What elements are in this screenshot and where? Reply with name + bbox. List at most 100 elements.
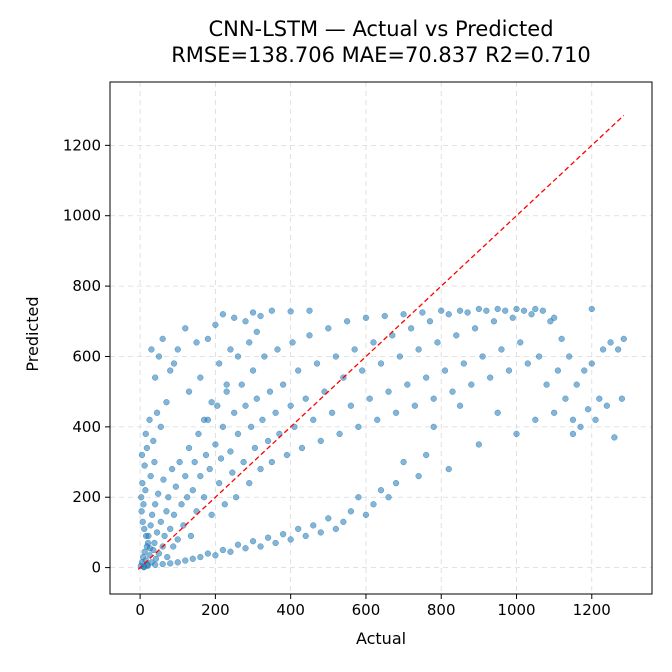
data-point bbox=[249, 538, 257, 545]
data-point bbox=[607, 339, 614, 346]
data-point bbox=[310, 522, 317, 529]
data-point bbox=[195, 430, 202, 438]
data-point bbox=[620, 335, 627, 343]
data-point bbox=[325, 515, 332, 522]
data-point bbox=[160, 476, 167, 483]
data-point bbox=[140, 564, 148, 571]
data-point bbox=[170, 511, 178, 518]
data-point bbox=[618, 395, 626, 402]
data-point bbox=[362, 314, 370, 321]
data-point bbox=[317, 437, 324, 445]
data-point bbox=[295, 367, 302, 374]
data-point bbox=[144, 539, 152, 547]
data-point bbox=[475, 305, 483, 313]
data-point bbox=[159, 335, 166, 343]
data-point bbox=[264, 534, 272, 541]
data-point bbox=[381, 312, 388, 320]
data-point bbox=[155, 490, 162, 497]
data-point bbox=[517, 339, 524, 346]
data-point bbox=[163, 508, 170, 515]
data-point bbox=[423, 451, 430, 459]
data-point bbox=[355, 494, 362, 501]
data-point bbox=[247, 423, 255, 431]
data-point bbox=[385, 388, 392, 395]
data-point bbox=[264, 437, 272, 445]
data-point bbox=[223, 381, 230, 388]
data-point bbox=[170, 543, 177, 550]
data-point bbox=[569, 430, 577, 438]
data-point bbox=[336, 430, 343, 438]
data-point bbox=[214, 402, 221, 409]
data-point bbox=[206, 465, 213, 473]
data-point bbox=[234, 430, 242, 438]
data-point bbox=[490, 318, 498, 325]
data-point bbox=[340, 518, 347, 526]
data-point bbox=[577, 423, 584, 431]
data-point bbox=[240, 458, 247, 466]
data-point bbox=[212, 441, 219, 448]
data-point bbox=[216, 480, 223, 487]
data-point bbox=[588, 360, 595, 367]
data-point bbox=[152, 561, 159, 568]
data-point bbox=[257, 465, 264, 473]
y-tick-label: 1200 bbox=[63, 136, 101, 154]
data-point bbox=[197, 374, 204, 381]
data-point bbox=[167, 525, 174, 533]
data-point bbox=[505, 367, 513, 374]
data-point bbox=[266, 388, 274, 395]
data-point bbox=[404, 381, 411, 388]
data-point bbox=[392, 409, 400, 416]
data-point bbox=[415, 346, 422, 353]
data-point bbox=[176, 458, 183, 466]
data-point bbox=[569, 416, 577, 423]
data-point bbox=[253, 328, 260, 335]
y-tick-label: 800 bbox=[72, 277, 101, 295]
data-point bbox=[310, 416, 317, 423]
x-axis-label: Actual bbox=[356, 629, 406, 648]
data-point bbox=[588, 305, 595, 313]
data-point bbox=[272, 539, 279, 547]
data-point bbox=[147, 522, 154, 529]
data-point bbox=[231, 409, 238, 416]
data-point bbox=[532, 416, 539, 423]
data-point bbox=[279, 381, 287, 388]
data-point bbox=[142, 487, 149, 494]
data-point bbox=[543, 381, 550, 388]
data-point bbox=[189, 487, 196, 494]
data-point bbox=[168, 465, 176, 473]
data-point bbox=[438, 307, 445, 314]
data-point bbox=[464, 309, 471, 316]
data-point bbox=[253, 395, 260, 402]
data-point bbox=[227, 346, 234, 353]
data-point bbox=[163, 399, 170, 406]
data-point bbox=[584, 406, 592, 413]
data-point bbox=[550, 314, 558, 321]
data-point bbox=[246, 339, 253, 346]
y-tick-label: 400 bbox=[72, 418, 101, 436]
data-point bbox=[232, 494, 240, 501]
data-point bbox=[219, 546, 227, 554]
data-point bbox=[558, 335, 565, 343]
data-point bbox=[513, 305, 520, 313]
data-point bbox=[468, 381, 475, 388]
data-point bbox=[566, 353, 573, 360]
data-point bbox=[161, 532, 168, 540]
data-point bbox=[539, 307, 546, 314]
y-tick-label: 200 bbox=[72, 488, 101, 506]
data-point bbox=[152, 374, 159, 381]
data-point bbox=[208, 511, 215, 518]
data-point bbox=[150, 437, 157, 445]
data-point bbox=[257, 543, 264, 550]
data-point bbox=[212, 552, 219, 559]
data-point bbox=[441, 367, 449, 374]
data-point bbox=[599, 346, 607, 353]
data-point bbox=[261, 353, 268, 360]
data-point bbox=[396, 353, 403, 360]
data-point bbox=[146, 416, 153, 423]
data-point bbox=[419, 309, 426, 316]
data-point bbox=[532, 305, 539, 313]
data-point bbox=[453, 332, 460, 339]
data-point bbox=[170, 360, 178, 367]
